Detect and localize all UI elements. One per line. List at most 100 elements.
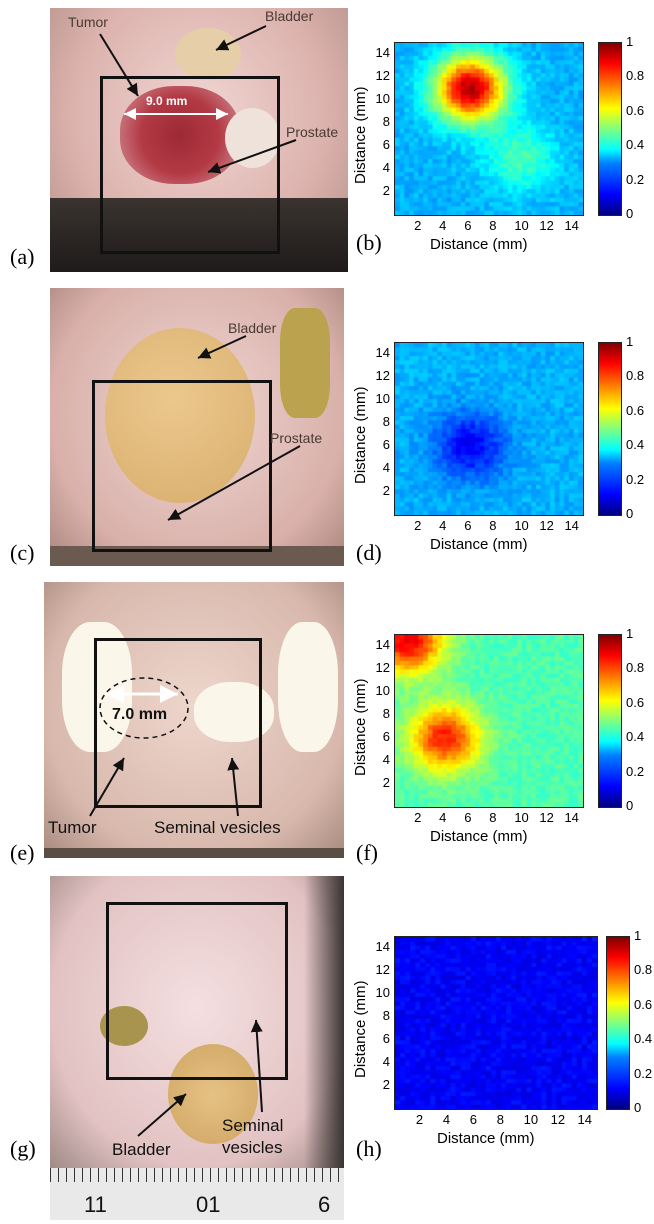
arrow-prostate-c	[167, 445, 301, 521]
ruler-ticks	[50, 1168, 344, 1182]
heatmap-h	[394, 936, 598, 1110]
colorbar-tick-label: 1	[626, 626, 634, 641]
x-tick-label: 10	[514, 218, 529, 233]
label-prostate-c: Prostate	[270, 430, 323, 446]
x-tick-label: 12	[539, 518, 554, 533]
x-tick-label: 14	[564, 518, 579, 533]
colorbar-tick-label: 0.2	[634, 1065, 653, 1081]
colorbar-tick-label: 0.2	[626, 171, 645, 187]
x-tick-label: 6	[464, 810, 472, 825]
x-tick-label: 14	[564, 810, 579, 825]
x-tick-label: 8	[489, 810, 497, 825]
colorbar	[598, 634, 622, 808]
x-tick-label: 10	[514, 810, 529, 825]
panel-label-c: (c)	[10, 540, 35, 565]
label-measure-a: 9.0 mm	[146, 94, 188, 108]
arrow-prostate-a	[207, 139, 297, 174]
colorbar-tick-label: 0.2	[626, 471, 645, 487]
white-structure-right	[278, 622, 338, 752]
y-axis-label: Distance (mm)	[352, 678, 369, 776]
label-seminal-g2: vesicles	[222, 1138, 283, 1157]
y-tick-label: 12	[375, 68, 390, 84]
colorbar-tick-label: 0.8	[626, 368, 645, 384]
colorbar	[606, 936, 630, 1110]
photo-c	[50, 288, 344, 566]
y-tick-label: 14	[375, 45, 390, 61]
colorbar-tick-label: 0.4	[626, 137, 645, 153]
panel-label-b: (b)	[356, 230, 382, 255]
x-tick-label: 12	[550, 1112, 566, 1127]
y-tick-label: 14	[375, 637, 390, 653]
x-tick-label: 2	[415, 1112, 424, 1127]
ruler-label-1: 11	[84, 1192, 107, 1217]
label-bladder-a: Bladder	[265, 8, 314, 24]
x-tick-label: 8	[489, 218, 497, 233]
y-axis-label: Distance (mm)	[352, 86, 369, 184]
y-tick-label: 2	[382, 775, 390, 791]
arrow-tumor-a	[99, 33, 139, 97]
y-axis-label: Distance (mm)	[352, 980, 369, 1078]
y-tick-label: 2	[382, 183, 390, 199]
x-tick-label: 14	[564, 218, 579, 233]
x-tick-label: 6	[464, 518, 472, 533]
colorbar-tick-label: 0	[626, 506, 634, 521]
colorbar	[598, 342, 622, 516]
panel-label-h: (h)	[356, 1136, 382, 1161]
label-seminal-e: Seminal vesicles	[154, 818, 281, 837]
roi-box-c	[92, 380, 272, 552]
arrow-bladder-g	[137, 1093, 187, 1137]
arrow-seminal-e	[227, 757, 240, 817]
colorbar-tick-label: 0.6	[626, 102, 645, 118]
label-seminal-g1: Seminal	[222, 1116, 284, 1135]
green-structure	[280, 308, 330, 418]
y-tick-label: 12	[375, 368, 390, 384]
dark-base	[44, 848, 344, 858]
label-prostate-a: Prostate	[286, 124, 339, 140]
label-measure-e: 7.0 mm	[112, 706, 168, 723]
panel-label-g: (g)	[10, 1136, 36, 1161]
y-tick-label: 6	[382, 1031, 390, 1047]
arrow-bladder-c	[197, 335, 247, 359]
y-tick-label: 8	[382, 114, 390, 130]
y-tick-label: 6	[382, 729, 390, 745]
label-bladder-g: Bladder	[112, 1140, 171, 1159]
roi-box-a	[100, 76, 280, 254]
x-axis-label: Distance (mm)	[430, 828, 528, 845]
y-tick-label: 8	[382, 414, 390, 430]
y-tick-label: 2	[382, 1077, 390, 1093]
colorbar-tick-label: 1	[634, 928, 642, 943]
ruler	[50, 1168, 344, 1220]
x-tick-label: 4	[439, 218, 447, 233]
y-tick-label: 14	[375, 345, 390, 361]
x-axis-label: Distance (mm)	[430, 536, 528, 553]
arrow-bladder-a	[215, 25, 267, 51]
ruler-label-2: 01	[196, 1192, 221, 1217]
dark-corner	[304, 876, 344, 1168]
prostate-lobe	[225, 108, 280, 168]
x-tick-label: 12	[539, 810, 554, 825]
x-tick-label: 4	[442, 1112, 451, 1127]
colorbar-tick-label: 0.2	[626, 763, 645, 779]
x-tick-label: 10	[523, 1112, 539, 1127]
colorbar-tick-label: 0.4	[626, 729, 645, 745]
label-bladder-c: Bladder	[228, 320, 277, 336]
colorbar-tick-label: 0.8	[634, 962, 653, 978]
panel-label-e: (e)	[10, 840, 35, 865]
x-tick-label: 4	[439, 518, 447, 533]
label-tumor-a: Tumor	[68, 14, 108, 30]
x-tick-label: 2	[414, 810, 422, 825]
heatmap-b	[394, 42, 584, 216]
y-tick-label: 4	[382, 460, 390, 476]
colorbar-tick-label: 1	[626, 34, 634, 49]
roi-box-g	[106, 902, 288, 1080]
bladder-shape	[175, 28, 241, 80]
colorbar	[598, 42, 622, 216]
colorbar-tick-label: 0.6	[626, 694, 645, 710]
y-tick-label: 8	[382, 1008, 390, 1024]
x-tick-label: 10	[514, 518, 529, 533]
roi-box-e	[94, 638, 262, 808]
x-tick-label: 6	[464, 218, 472, 233]
panel-label-a: (a)	[10, 244, 35, 269]
x-tick-label: 4	[439, 810, 447, 825]
